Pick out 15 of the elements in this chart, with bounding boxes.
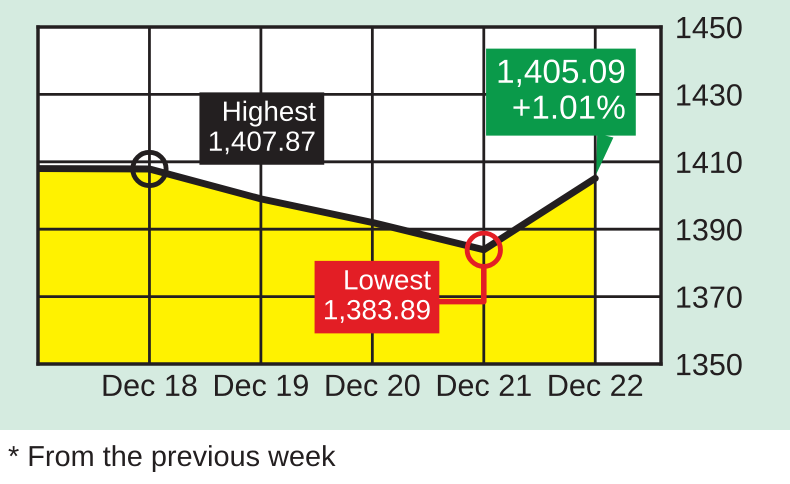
annotation: Lowest 1,383.89	[325, 270, 431, 323]
annotation: Highest 1,407.87	[210, 100, 316, 154]
y-tick-label: 1370	[677, 286, 742, 308]
x-tick-label: Dec 18	[104, 374, 197, 396]
x-tick-label: Dec 21	[438, 374, 531, 396]
y-tick-label: 1390	[677, 218, 742, 241]
x-tick-label: Dec 19	[215, 374, 308, 396]
y-tick-label: 1450	[677, 16, 742, 38]
text: * From the previous week	[8, 445, 336, 472]
y-tick-label: 1410	[677, 152, 742, 174]
x-tick-label: Dec 22	[549, 374, 642, 396]
x-tick-label: Dec 20	[326, 374, 420, 396]
annotation: 1,405.09 +1.01%	[498, 59, 625, 119]
y-tick-label: 1350	[677, 354, 742, 376]
y-tick-label: 1430	[677, 84, 742, 106]
